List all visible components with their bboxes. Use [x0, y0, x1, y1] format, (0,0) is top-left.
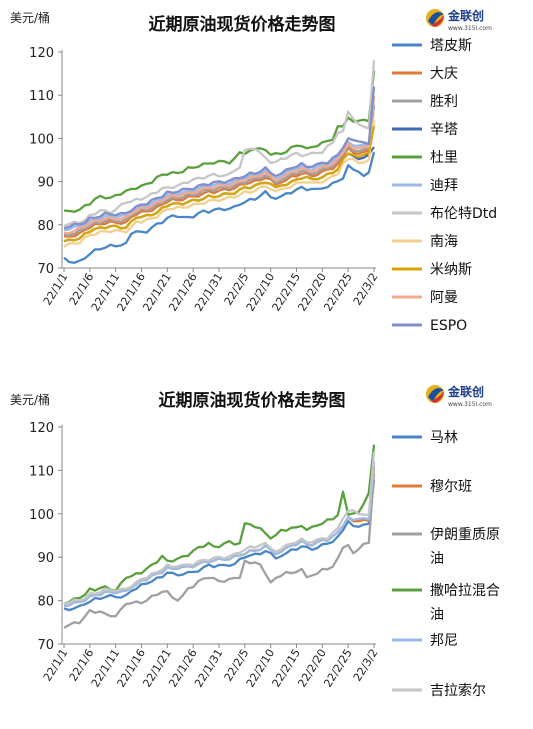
y-axis-label: 美元/桶 — [10, 392, 50, 407]
y-tick-label: 90 — [37, 551, 54, 566]
series-line-10 — [63, 96, 376, 235]
legend-label: 大庆 — [430, 66, 458, 82]
logo-subtext: www.315i.com — [448, 25, 492, 32]
legend-label: 穆尔班 — [430, 479, 472, 495]
series-line-3 — [63, 473, 376, 629]
legend-label: 布伦特Dtd — [430, 206, 497, 222]
y-tick-label: 110 — [29, 89, 54, 104]
y-tick-label: 110 — [29, 464, 54, 479]
legend-label: 伊朗重质原 — [430, 527, 500, 543]
x-tick-label: 22/3/2 — [351, 271, 381, 308]
y-tick-label: 90 — [37, 176, 54, 191]
y-axis-label: 美元/桶 — [10, 10, 50, 25]
series-line-8 — [63, 119, 376, 248]
series-line-11 — [63, 86, 376, 230]
legend-label: 胜利 — [430, 94, 458, 110]
logo-swoosh-red-icon — [431, 391, 444, 403]
y-tick-label: 80 — [37, 219, 54, 234]
series-line-1 — [63, 151, 376, 264]
y-tick-label: 70 — [37, 638, 54, 653]
legend-label: 南海 — [430, 234, 458, 250]
legend-label: ESPO — [430, 318, 467, 334]
logo-swoosh-icon — [428, 388, 444, 402]
series-line-2 — [63, 466, 376, 607]
series-line-2 — [64, 104, 376, 238]
series-line-1 — [63, 480, 376, 612]
legend-label: 阿曼 — [430, 290, 458, 306]
logo: 金联创 www.315i.com — [426, 384, 492, 408]
y-tick-label: 80 — [37, 595, 54, 610]
chart-title: 近期原油现货价格走势图 — [159, 390, 346, 411]
legend-label: 塔皮斯 — [430, 38, 472, 54]
logo-subtext: www.315i.com — [448, 401, 492, 408]
x-tick-label: 22/3/2 — [351, 647, 381, 684]
series-line-6 — [63, 95, 376, 232]
series-line-3 — [63, 104, 376, 237]
legend-label: 邦尼 — [430, 633, 458, 649]
series-line-5 — [63, 70, 376, 213]
legend-label: 杜里 — [430, 150, 458, 166]
chart-top: 近期原油现货价格走势图 美元/桶 金联创 www.315i.com 70 80 90 100 1… — [10, 8, 497, 334]
logo-swoosh-red-icon — [431, 15, 444, 27]
chart-title: 近期原油现货价格走势图 — [149, 14, 336, 35]
chart-bottom: 近期原油现货价格走势图 美元/桶 金联创 www.315i.com 70 80 90 100 1… — [10, 384, 500, 699]
y-tick-label: 120 — [29, 46, 54, 61]
legend-label: 吉拉索尔 — [430, 682, 486, 699]
legend-label: 迪拜 — [430, 178, 458, 194]
series-line-6 — [63, 451, 376, 606]
logo: 金联创 www.315i.com — [426, 8, 492, 32]
series-line-5 — [63, 461, 376, 607]
legend-label: 油 — [430, 551, 444, 567]
legend-label: 辛塔 — [430, 122, 458, 138]
legend-label: 油 — [430, 607, 444, 623]
series-line-9 — [63, 126, 376, 243]
logo-swoosh-icon — [428, 12, 444, 26]
y-tick-label: 100 — [29, 508, 54, 523]
legend-label: 马林 — [430, 430, 458, 446]
y-tick-label: 100 — [29, 132, 54, 147]
logo-text: 金联创 — [447, 8, 484, 23]
y-tick-label: 70 — [37, 262, 54, 277]
legend-label: 撒哈拉混合 — [430, 583, 500, 599]
logo-text: 金联创 — [447, 384, 484, 399]
legend-label: 米纳斯 — [430, 262, 472, 278]
y-tick-label: 120 — [29, 421, 54, 436]
series-line-7 — [63, 60, 376, 228]
